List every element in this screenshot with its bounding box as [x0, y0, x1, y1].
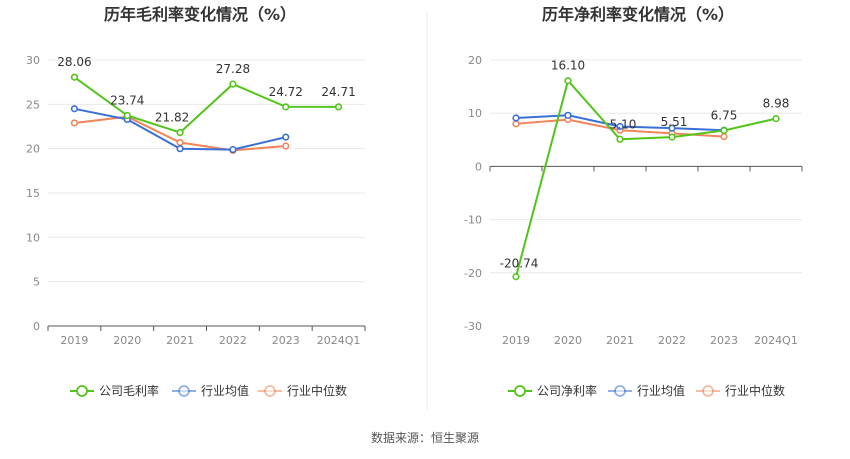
data-label: 16.10 — [551, 59, 585, 73]
y-tick-label: 10 — [468, 107, 482, 120]
data-point[interactable] — [176, 128, 184, 137]
y-tick-label: 0 — [475, 160, 482, 173]
legend-label: 公司毛利率 — [99, 383, 159, 398]
data-label: 23.74 — [110, 94, 144, 108]
x-tick-label: 2021 — [606, 334, 634, 347]
y-tick-label: 15 — [26, 187, 40, 200]
chart-title: 历年净利率变化情况（%） — [542, 5, 734, 24]
legend-item[interactable]: 行业中位数 — [696, 383, 785, 398]
data-label: 24.72 — [269, 85, 303, 99]
y-tick-label: 20 — [468, 54, 482, 67]
data-label: 24.71 — [321, 85, 355, 99]
data-point[interactable] — [616, 135, 624, 143]
legend-marker — [264, 385, 276, 397]
y-tick-label: 25 — [26, 98, 40, 111]
data-point[interactable] — [564, 77, 572, 85]
data-point[interactable] — [512, 273, 520, 281]
data-point[interactable] — [616, 122, 624, 131]
x-tick-label: 2022 — [219, 334, 247, 347]
x-tick-label: 2019 — [502, 334, 530, 347]
legend-marker — [614, 385, 626, 397]
data-point[interactable] — [123, 111, 131, 120]
data-label: 6.75 — [711, 108, 738, 122]
data-label: 27.28 — [216, 62, 250, 76]
data-label: 21.82 — [155, 111, 189, 125]
y-tick-label: -30 — [464, 320, 482, 333]
data-point[interactable] — [176, 145, 184, 153]
data-label: 5.51 — [661, 115, 688, 129]
x-tick-label: 2019 — [60, 334, 88, 347]
x-tick-label: 2024Q1 — [317, 334, 361, 347]
legend-item[interactable]: 公司毛利率 — [70, 383, 159, 398]
data-point[interactable] — [720, 126, 728, 135]
data-point[interactable] — [282, 133, 290, 141]
data-label: 8.98 — [763, 97, 790, 111]
data-point[interactable] — [512, 120, 520, 128]
y-tick-label: -10 — [464, 214, 482, 227]
net-margin-chart: 历年净利率变化情况（%） -30 -20 -10 0 10 20 2019 2020 2021 20… — [464, 5, 803, 398]
x-tick-label: 2021 — [166, 334, 194, 347]
data-point[interactable] — [564, 111, 572, 119]
legend-item[interactable]: 行业中位数 — [258, 383, 347, 398]
x-tick-label: 2022 — [658, 334, 686, 347]
data-point[interactable] — [668, 124, 676, 132]
chart-title: 历年毛利率变化情况（%） — [104, 5, 296, 24]
gross-margin-chart: 历年毛利率变化情况（%） 0 5 10 15 20 25 30 2019 2020 2021 2022… — [26, 5, 366, 398]
data-point[interactable] — [668, 133, 676, 141]
x-tick-label: 2023 — [272, 334, 300, 347]
data-label: 5.10 — [610, 117, 637, 131]
legend-item[interactable]: 行业均值 — [608, 383, 685, 398]
legend-label: 行业均值 — [637, 383, 685, 398]
data-point[interactable] — [282, 142, 290, 150]
legend-marker — [178, 385, 190, 397]
x-tick-label: 2020 — [554, 334, 582, 347]
legend-label: 公司净利率 — [537, 383, 597, 398]
legend-marker — [76, 385, 88, 397]
data-point[interactable] — [176, 138, 184, 147]
legend-marker — [514, 385, 526, 397]
series-line — [73, 76, 339, 134]
y-tick-label: -20 — [464, 267, 482, 280]
data-point[interactable] — [229, 145, 237, 154]
source-note: 数据来源：恒生聚源 — [371, 430, 479, 445]
x-tick-label: 2020 — [113, 334, 141, 347]
data-label: 28.06 — [57, 55, 91, 69]
data-point[interactable] — [70, 119, 79, 127]
y-tick-label: 0 — [33, 320, 40, 333]
data-point[interactable] — [70, 73, 79, 81]
y-tick-label: 30 — [26, 54, 40, 67]
legend-item[interactable]: 行业均值 — [172, 383, 249, 398]
data-point[interactable] — [229, 80, 237, 88]
y-tick-label: 10 — [26, 231, 40, 244]
data-point[interactable] — [512, 114, 520, 122]
y-tick-label: 20 — [26, 143, 40, 156]
legend-label: 行业中位数 — [287, 383, 347, 398]
data-point[interactable] — [282, 103, 290, 111]
data-label: -20.74 — [500, 257, 539, 271]
x-tick-label: 2024Q1 — [754, 334, 798, 347]
legend-label: 行业中位数 — [725, 383, 785, 398]
data-point[interactable] — [334, 103, 343, 111]
x-tick-label: 2023 — [710, 334, 738, 347]
data-point[interactable] — [772, 115, 780, 123]
legend-label: 行业均值 — [201, 383, 249, 398]
data-point[interactable] — [720, 133, 728, 141]
data-point[interactable] — [70, 105, 79, 113]
legend-marker — [702, 385, 714, 397]
series-line — [515, 78, 777, 277]
y-tick-label: 5 — [33, 276, 40, 289]
legend-item[interactable]: 公司净利率 — [508, 383, 597, 398]
